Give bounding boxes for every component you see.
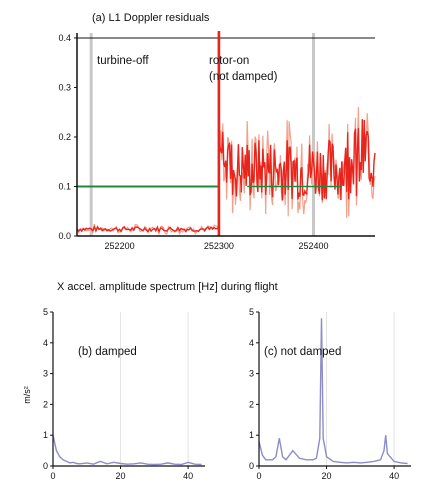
panel-c-y-ticks: 0 1 2 3 4 5 <box>249 307 259 471</box>
panel-b-axes <box>52 312 205 467</box>
panel-b-y-tick-label: 4 <box>43 338 48 348</box>
panel-a-y-ticks: 0.0 0.1 0.2 0.3 0.4 <box>58 33 77 241</box>
panel-c-y-tick-label: 0 <box>249 461 254 471</box>
panel-b-y-ticks: 0 1 2 3 4 5 <box>43 307 53 471</box>
panel-c-gridlines <box>258 312 395 466</box>
panel-a-x-tick-label: 252300 <box>204 241 234 251</box>
panel-c-y-tick-label: 4 <box>249 338 254 348</box>
panel-c-x-ticks: 0 20 40 <box>256 466 399 481</box>
panel-a-axes <box>76 33 375 237</box>
panel-c-y-tick-label: 2 <box>249 399 254 409</box>
annotation-not-damped: (not damped) <box>209 71 278 83</box>
panel-a-residual-series <box>76 107 376 236</box>
panel-a-title: (a) L1 Doppler residuals <box>92 12 210 24</box>
panel-a-y-tick-label: 0.1 <box>58 181 71 191</box>
panel-b-label: (b) damped <box>78 346 137 358</box>
panel-a-y-tick-label: 0.2 <box>58 132 71 142</box>
panel-b-y-axis-label: m/s² <box>22 386 32 404</box>
spectrum-section-title: X accel. amplitude spectrum [Hz] during … <box>57 281 278 293</box>
panel-c-axes <box>258 312 411 467</box>
panel-c-spectrum-line <box>258 318 408 465</box>
damped-spectrum-panel: 0 1 2 3 4 5 0 20 40 (b) damped m/s² <box>22 307 205 481</box>
annotation-rotor-on: rotor-on <box>209 55 249 67</box>
not-damped-spectrum-panel: 0 1 2 3 4 5 0 20 40 (c) not damped <box>249 307 411 481</box>
panel-b-x-tick-label: 0 <box>50 471 55 481</box>
panel-c-y-tick-label: 3 <box>249 369 254 379</box>
panel-c-x-tick-label: 0 <box>256 471 261 481</box>
panel-c-y-tick-label: 1 <box>249 430 254 440</box>
panel-b-y-tick-label: 1 <box>43 430 48 440</box>
residual-series-0 <box>76 225 220 234</box>
panel-a-y-tick-label: 0.0 <box>58 231 71 241</box>
panel-a-y-tick-label: 0.3 <box>58 82 71 92</box>
panel-b-x-ticks: 0 20 40 <box>50 466 193 481</box>
panel-b-y-tick-label: 2 <box>43 399 48 409</box>
panel-a-y-tick-label: 0.4 <box>58 33 71 43</box>
panel-b-y-tick-label: 3 <box>43 369 48 379</box>
panel-a-x-tick-label: 252400 <box>298 241 328 251</box>
doppler-residuals-panel: (a) L1 Doppler residuals 0.0 0.1 0.2 0.3 0.4… <box>58 12 376 251</box>
panel-c-label: (c) not damped <box>264 346 341 358</box>
panel-b-x-tick-label: 20 <box>116 471 126 481</box>
panel-b-y-tick-label: 5 <box>43 307 48 317</box>
panel-a-x-ticks: 252200 252300 252400 <box>105 241 329 251</box>
panel-c-x-tick-label: 20 <box>322 471 332 481</box>
panel-b-y-tick-label: 0 <box>43 461 48 471</box>
panel-b-gridlines <box>52 312 189 466</box>
panel-b-spectrum-line <box>52 435 202 466</box>
annotation-turbine-off: turbine-off <box>97 55 149 67</box>
panel-a-x-tick-label: 252200 <box>105 241 135 251</box>
panel-c-x-tick-label: 40 <box>389 471 399 481</box>
residual-series-1 <box>218 117 376 201</box>
panel-c-y-tick-label: 5 <box>249 307 254 317</box>
panel-b-x-tick-label: 40 <box>183 471 193 481</box>
